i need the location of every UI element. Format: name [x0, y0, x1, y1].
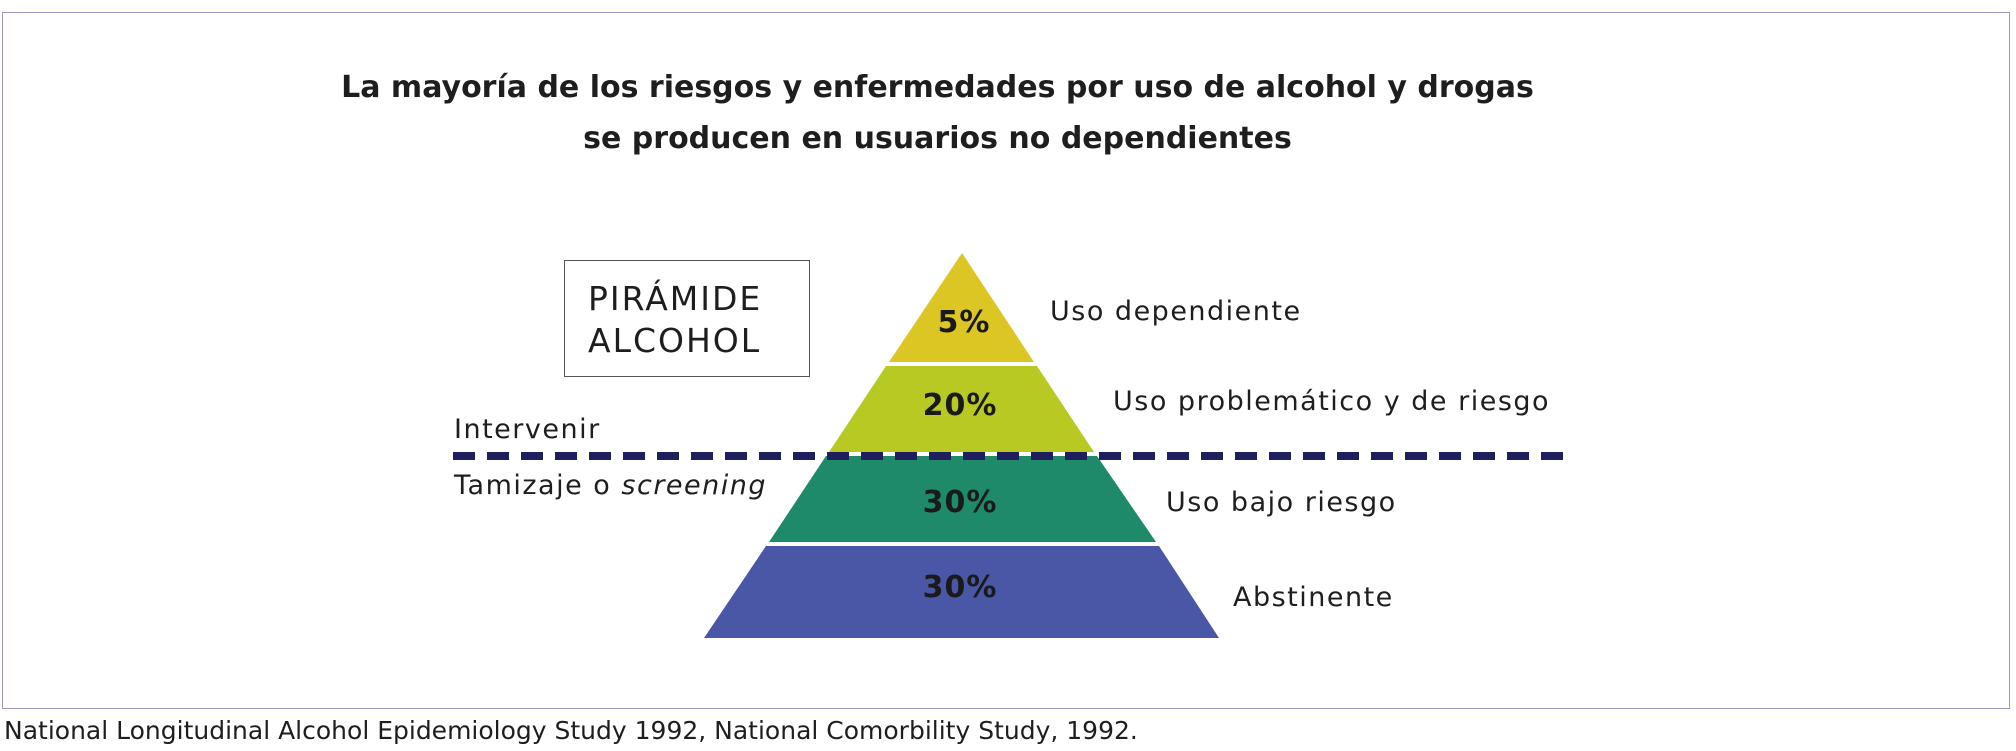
figure-frame	[2, 12, 2010, 709]
percent-label: 30%	[923, 570, 998, 605]
title-line-1: La mayoría de los riesgos y enfermedades…	[341, 70, 1534, 105]
pyramid-segment-abstinente	[704, 546, 1219, 638]
title-line-2: se producen en usuarios no dependientes	[583, 121, 1292, 156]
pyramid-title-line-1: PIRÁMIDE	[588, 279, 763, 318]
percent-label: 20%	[923, 388, 998, 423]
percent-label: 30%	[923, 485, 998, 520]
screening-label-text: Tamizaje o	[454, 470, 612, 501]
pyramid-segment-bajo-riesgo	[769, 456, 1156, 542]
screening-label: Tamizaje o screening	[454, 470, 767, 501]
pyramid-title-box	[564, 260, 810, 377]
source-citation: National Longitudinal Alcohol Epidemiolo…	[4, 716, 1138, 745]
pyramid-segment-dependiente	[889, 253, 1034, 362]
level-label-abstinente: Abstinente	[1233, 582, 1394, 613]
pyramid-title-line-2: ALCOHOL	[588, 321, 762, 360]
level-label-bajo-riesgo: Uso bajo riesgo	[1166, 487, 1397, 518]
percent-label: 5%	[938, 305, 991, 340]
level-label-problematico: Uso problemático y de riesgo	[1113, 386, 1551, 417]
pyramid-segment-problematico	[829, 366, 1094, 452]
screening-label-italic: screening	[621, 470, 768, 501]
intervenir-label: Intervenir	[454, 414, 601, 445]
level-label-dependiente: Uso dependiente	[1050, 296, 1302, 327]
